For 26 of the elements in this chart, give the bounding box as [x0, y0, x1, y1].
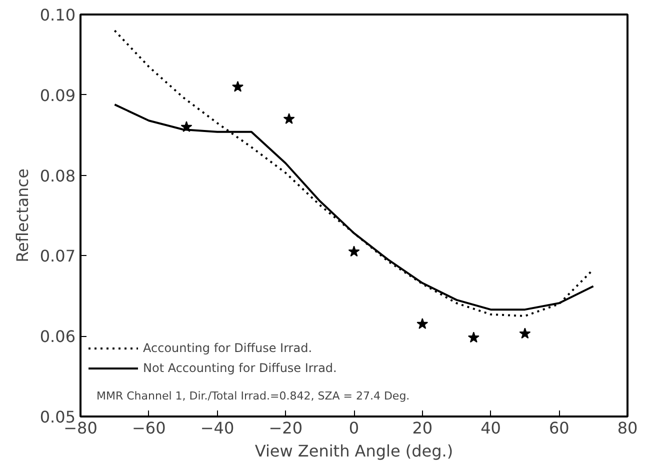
- point: [519, 328, 531, 339]
- x-axis-title: View Zenith Angle (deg.): [254, 442, 454, 460]
- x-tick-label: 40: [480, 418, 501, 438]
- point: [283, 113, 295, 124]
- point: [468, 332, 480, 343]
- legend-label: Not Accounting for Diffuse Irrad.: [143, 361, 337, 375]
- y-tick-label: 0.10: [40, 6, 76, 24]
- y-tick-label: 0.09: [40, 86, 76, 105]
- y-tick-label: 0.07: [40, 246, 76, 266]
- x-tick-label: 80: [617, 418, 638, 438]
- x-tick-label: 60: [548, 418, 570, 438]
- y-axis-title: Reflectance: [12, 168, 32, 262]
- point: [348, 246, 360, 257]
- point: [416, 318, 428, 329]
- x-tick-label: 0: [348, 418, 360, 438]
- x-tick-label: 20: [412, 418, 433, 438]
- x-tick-label: −60: [132, 418, 166, 438]
- x-tick-label: −20: [268, 418, 303, 438]
- x-tick-label: −40: [200, 418, 234, 438]
- point: [232, 80, 244, 92]
- annotation: MMR Channel 1, Dir./Total Irrad.=0.842, SZA = 27.4 Deg.: [96, 390, 410, 402]
- y-tick-label: 0.06: [40, 327, 76, 346]
- y-tick-label: 0.08: [40, 166, 76, 186]
- point: [180, 121, 192, 132]
- line-series: [114, 30, 594, 317]
- legend-label: Accounting for Diffuse Irrad.: [143, 341, 312, 355]
